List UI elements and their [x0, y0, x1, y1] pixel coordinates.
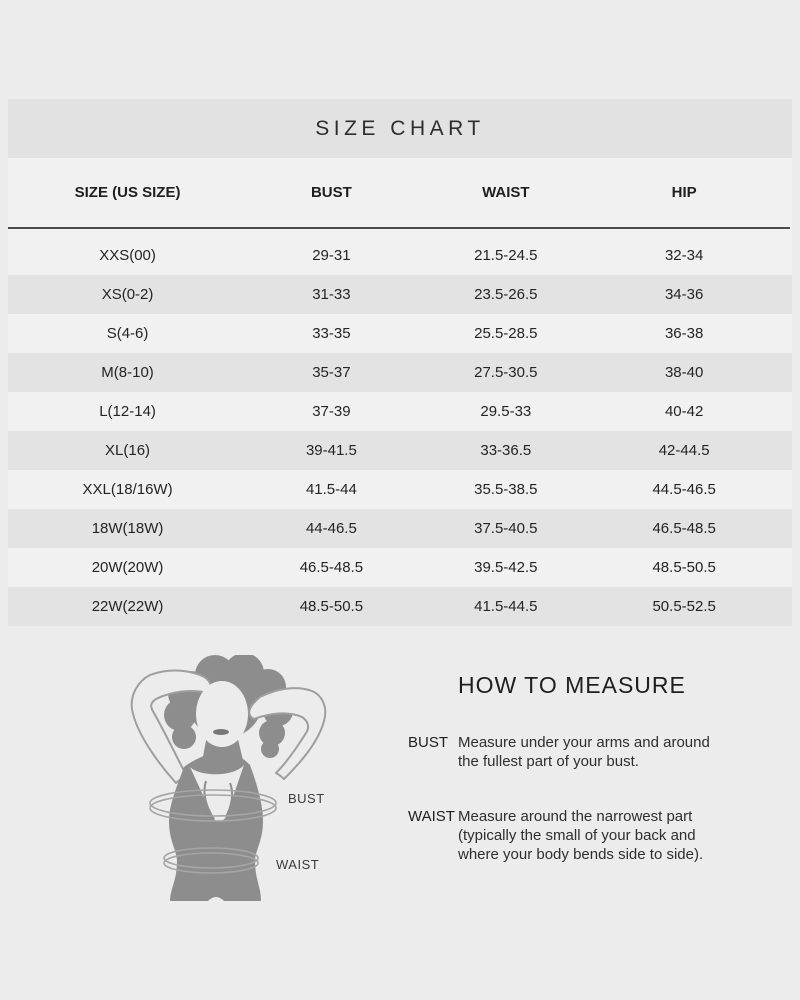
measure-bust-label: BUST: [408, 734, 449, 751]
measurement-figure-illustration: [120, 653, 350, 915]
cell-bust: 41.5-44: [305, 481, 357, 498]
cell-waist: 35.5-38.5: [474, 481, 538, 498]
lips-shape: [213, 729, 229, 735]
cell-size: XL(16): [105, 442, 151, 459]
table-row: M(8-10) 35-37 27.5-30.5 38-40: [8, 353, 792, 392]
bust-measure-ring: [149, 789, 277, 822]
cell-bust: 35-37: [312, 364, 351, 381]
table-row: 22W(22W) 48.5-50.5 41.5-44.5 50.5-52.5: [8, 587, 792, 626]
figure-waist-label: WAIST: [276, 857, 320, 872]
cell-hip: 46.5-48.5: [652, 520, 716, 537]
column-header-waist: WAIST: [482, 184, 530, 201]
cell-waist: 21.5-24.5: [474, 247, 538, 264]
cell-bust: 31-33: [312, 286, 351, 303]
cell-bust: 39-41.5: [305, 442, 357, 459]
face-shape: [196, 681, 248, 747]
header-divider-line: [8, 227, 790, 229]
cell-bust: 29-31: [312, 247, 351, 264]
cell-size: 18W(18W): [91, 520, 164, 537]
waist-measure-ring: [163, 847, 259, 874]
cell-hip: 44.5-46.5: [652, 481, 716, 498]
cell-hip: 40-42: [664, 403, 704, 420]
page-title: SIZE CHART: [315, 116, 485, 140]
cell-bust: 44-46.5: [305, 520, 357, 537]
cell-size: XXL(18/16W): [82, 481, 173, 498]
table-header-row: SIZE (US SIZE) BUST WAIST HIP: [8, 158, 792, 227]
neckline-shape: [190, 765, 244, 822]
cell-hip: 42-44.5: [658, 442, 710, 459]
measure-waist-label: WAIST: [408, 808, 455, 825]
measure-item-bust: BUST Measure under your arms and around …: [408, 733, 726, 771]
table-row: XL(16) 39-41.5 33-36.5 42-44.5: [8, 431, 792, 470]
size-table-body: XXS(00) 29-31 21.5-24.5 32-34 XS(0-2) 31…: [8, 229, 792, 626]
cell-waist: 37.5-40.5: [474, 520, 538, 537]
cell-waist: 27.5-30.5: [474, 364, 538, 381]
cell-hip: 38-40: [664, 364, 704, 381]
torso-swimsuit-shape: [169, 749, 263, 901]
column-header-bust: BUST: [310, 184, 352, 201]
table-row: XXS(00) 29-31 21.5-24.5 32-34: [8, 236, 792, 275]
woman-silhouette-icon: [130, 653, 327, 901]
cell-size: XXS(00): [99, 247, 156, 264]
table-row: XXL(18/16W) 41.5-44 35.5-38.5 44.5-46.5: [8, 470, 792, 509]
cell-size: S(4-6): [106, 325, 149, 342]
cell-bust: 37-39: [312, 403, 351, 420]
cell-bust: 33-35: [312, 325, 351, 342]
cell-bust: 46.5-48.5: [299, 559, 364, 576]
cell-waist: 39.5-42.5: [474, 559, 538, 576]
column-header-hip: HIP: [671, 184, 697, 201]
table-row: 18W(18W) 44-46.5 37.5-40.5 46.5-48.5: [8, 509, 792, 548]
cell-hip: 34-36: [664, 286, 704, 303]
cell-waist: 25.5-28.5: [474, 325, 538, 342]
cell-waist: 33-36.5: [480, 442, 532, 459]
measure-instructions: HOW TO MEASURE BUST Measure under your a…: [408, 672, 726, 864]
figure-bust-label: BUST: [288, 791, 325, 806]
cell-size: 22W(22W): [91, 598, 164, 615]
size-chart-panel: SIZE CHART SIZE (US SIZE) BUST WAIST HIP…: [8, 99, 792, 626]
cell-hip: 36-38: [664, 325, 704, 342]
column-header-size: SIZE (US SIZE): [74, 184, 181, 201]
table-row: 20W(20W) 46.5-48.5 39.5-42.5 48.5-50.5: [8, 548, 792, 587]
cell-waist: 41.5-44.5: [474, 598, 538, 615]
measure-bust-description: Measure under your arms and around the f…: [458, 734, 710, 770]
cell-waist: 23.5-26.5: [474, 286, 538, 303]
measure-item-waist: WAIST Measure around the narrowest part …: [408, 807, 726, 864]
cell-hip: 32-34: [664, 247, 704, 264]
table-row: L(12-14) 37-39 29.5-33 40-42: [8, 392, 792, 431]
cell-size: M(8-10): [101, 364, 154, 381]
cell-size: XS(0-2): [101, 286, 154, 303]
measure-waist-description: Measure around the narrowest part (typic…: [458, 808, 704, 863]
cell-hip: 48.5-50.5: [652, 559, 716, 576]
cell-waist: 29.5-33: [480, 403, 532, 420]
how-to-measure-section: BUST WAIST HOW TO MEASURE BUST Measure u…: [0, 626, 800, 1000]
size-chart-title-band: SIZE CHART: [8, 99, 792, 158]
cell-hip: 50.5-52.5: [652, 598, 716, 615]
cell-bust: 48.5-50.5: [299, 598, 364, 615]
how-to-measure-heading: HOW TO MEASURE: [458, 672, 686, 698]
table-row: S(4-6) 33-35 25.5-28.5 36-38: [8, 314, 792, 353]
right-arm: [248, 687, 327, 780]
cell-size: 20W(20W): [91, 559, 164, 576]
table-row: XS(0-2) 31-33 23.5-26.5 34-36: [8, 275, 792, 314]
cell-size: L(12-14): [99, 403, 156, 420]
